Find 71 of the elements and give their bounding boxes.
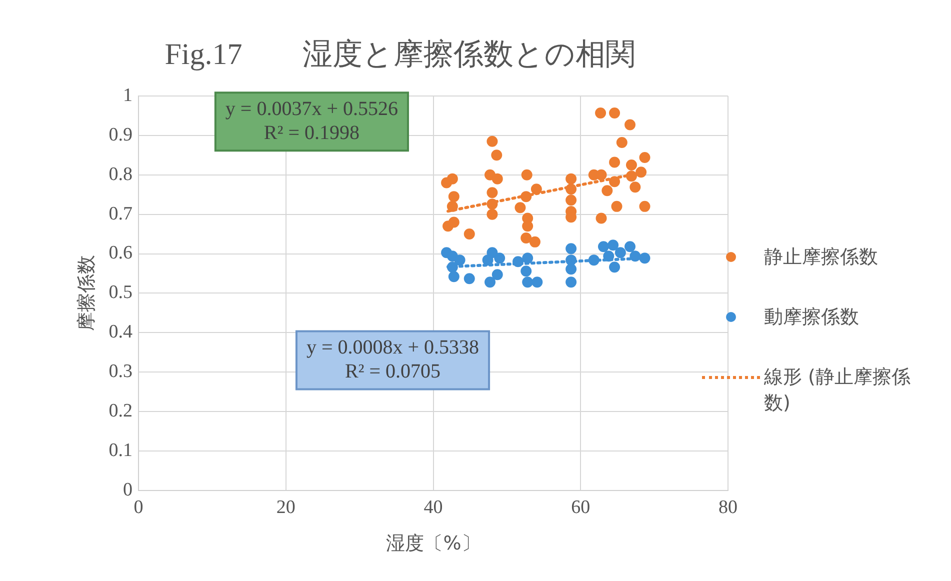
legend-label: 動摩擦係数 — [764, 305, 860, 330]
point — [448, 271, 460, 282]
y-tick-label: 0 — [123, 479, 133, 500]
point — [626, 160, 637, 171]
y-axis-title: 摩擦係数 — [75, 255, 98, 332]
point — [639, 200, 650, 212]
point — [464, 228, 475, 240]
y-tick-label: 0.3 — [108, 361, 133, 382]
x-tick-label: 60 — [571, 496, 590, 518]
point — [521, 169, 532, 180]
point — [608, 240, 619, 251]
point — [486, 208, 498, 220]
point — [494, 252, 506, 264]
annotation: y = 0.0008x + 0.5338 R² = 0.0705 — [306, 336, 480, 382]
point — [448, 216, 460, 228]
point — [520, 266, 532, 277]
point — [520, 232, 532, 244]
y-tick-label: 0.1 — [108, 440, 133, 461]
chart-title: Fig.17 湿度と摩擦係数との相関 — [164, 38, 636, 71]
point — [611, 200, 622, 212]
point — [492, 173, 503, 184]
y-tick-label: 0.9 — [108, 124, 133, 146]
y-tick-label: 0.7 — [108, 203, 133, 224]
point — [491, 150, 502, 161]
point — [595, 107, 606, 118]
point — [522, 220, 534, 232]
point — [614, 247, 626, 258]
point — [530, 184, 542, 195]
point — [596, 212, 607, 224]
point — [448, 191, 460, 202]
point — [566, 173, 577, 184]
point — [639, 152, 650, 164]
y-tick-label: 0.6 — [108, 242, 133, 264]
y-tick-label: 0.8 — [108, 164, 133, 185]
point — [630, 182, 641, 193]
y-tick-label: 0.2 — [108, 400, 133, 422]
point — [566, 194, 577, 206]
x-tick-label: 40 — [424, 496, 443, 518]
point — [598, 241, 609, 252]
y-tick-label: 0.5 — [108, 282, 133, 304]
point — [484, 276, 496, 288]
point — [624, 241, 636, 252]
x-axis-title: 湿度〔%〕 — [386, 532, 480, 555]
point — [532, 276, 543, 288]
point — [514, 202, 526, 214]
point — [522, 276, 534, 288]
point — [486, 136, 498, 147]
point — [522, 252, 534, 264]
legend-label: 線形 (静止摩擦係数) — [764, 365, 912, 416]
point — [609, 156, 620, 168]
point — [609, 107, 620, 118]
point — [441, 177, 452, 188]
point — [492, 269, 503, 280]
legend-label: 静止摩擦係数 — [764, 245, 879, 270]
point — [566, 243, 577, 254]
x-tick-label: 80 — [718, 496, 738, 518]
point — [486, 187, 498, 198]
point — [602, 185, 613, 196]
point — [529, 236, 540, 248]
point — [566, 276, 577, 288]
x-tick-label: 20 — [276, 496, 296, 518]
point — [624, 119, 636, 130]
y-tick-label: 1 — [123, 84, 133, 106]
point — [609, 262, 620, 273]
annotation: y = 0.0037x + 0.5526 R² = 0.1998 — [225, 98, 398, 144]
point — [464, 273, 475, 284]
point — [566, 264, 577, 275]
point — [454, 254, 466, 266]
point — [616, 137, 628, 148]
y-tick-label: 0.4 — [108, 322, 134, 343]
point — [482, 254, 494, 266]
